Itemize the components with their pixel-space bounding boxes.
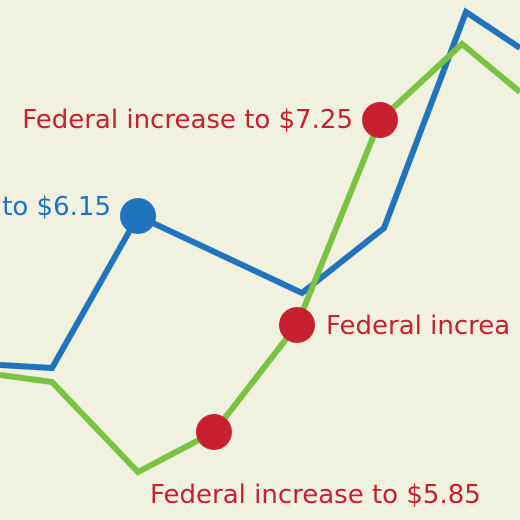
marker-red-middle bbox=[279, 307, 315, 343]
annotation-federal-increa: Federal increa bbox=[326, 311, 510, 341]
annotation-federal-increase-585: Federal increase to $5.85 bbox=[150, 480, 481, 510]
annotation-federal-increase-725: Federal increase to $7.25 bbox=[22, 105, 353, 135]
marker-red-585 bbox=[196, 414, 232, 450]
marker-blue-615 bbox=[120, 198, 156, 234]
annotation-to-615: to $6.15 bbox=[2, 192, 111, 222]
marker-red-725 bbox=[362, 102, 398, 138]
series-line-green bbox=[0, 40, 520, 476]
series-line-blue bbox=[0, 7, 520, 372]
